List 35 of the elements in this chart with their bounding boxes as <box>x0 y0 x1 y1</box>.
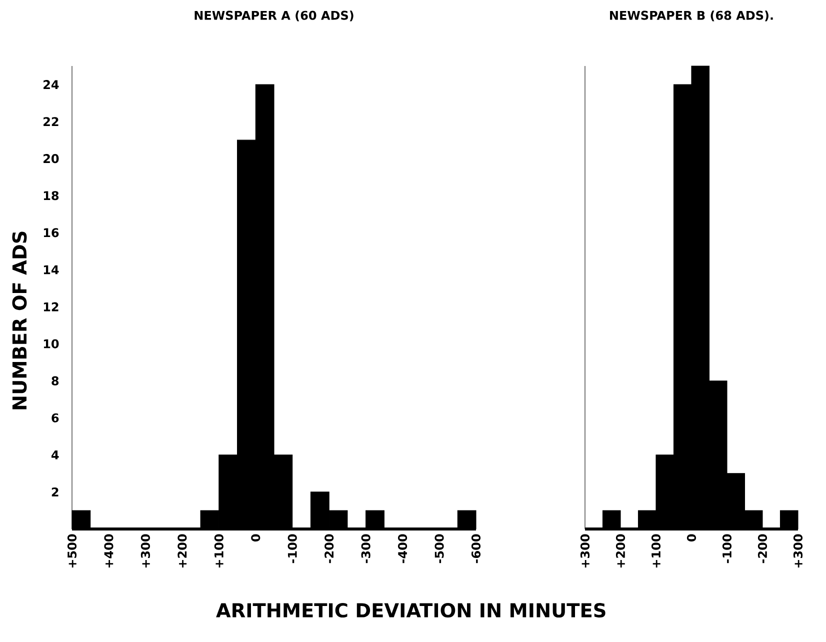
chart-title: NEWSPAPER B (68 ADS). <box>610 10 773 22</box>
x-tick-label: +300 <box>793 534 803 568</box>
y-tick-label: 18 <box>44 191 59 200</box>
x-tick-label: -600 <box>471 534 481 564</box>
y-tick-label: 20 <box>44 154 59 164</box>
y-tick-label: 8 <box>52 376 59 386</box>
y-tick-label: 6 <box>52 413 59 422</box>
y-tick-label: 10 <box>44 339 59 348</box>
x-tick-label: 0 <box>251 534 260 542</box>
y-tick-label: 22 <box>44 117 58 126</box>
x-axis-title: ARITHMETIC DEVIATION IN MINUTES <box>216 603 606 618</box>
x-tick-label: -500 <box>434 534 444 564</box>
chart-title: NEWSPAPER A (60 ADS) <box>194 10 354 22</box>
x-tick-label: +200 <box>178 534 187 568</box>
y-tick-label: 4 <box>51 450 59 460</box>
y-tick-label: 12 <box>44 302 58 312</box>
y-axis-title: NUMBER OF ADS <box>12 232 27 410</box>
x-tick-label: +400 <box>104 534 114 568</box>
x-tick-label: +200 <box>616 534 626 568</box>
x-tick-label: +300 <box>140 534 150 568</box>
x-tick-label: 0 <box>686 534 696 542</box>
x-tick-label: -400 <box>398 534 408 564</box>
x-tick-label: -300 <box>361 534 370 564</box>
x-tick-label: +100 <box>651 534 661 568</box>
y-tick-label: 16 <box>44 228 59 238</box>
x-tick-label: +100 <box>214 534 224 568</box>
y-tick-label: 14 <box>44 265 59 274</box>
x-tick-label: -200 <box>758 534 768 564</box>
x-tick-label: +300 <box>580 534 590 568</box>
y-tick-label: 2 <box>52 487 58 496</box>
x-tick-label: -100 <box>288 534 297 564</box>
y-tick-label: 24 <box>44 80 59 89</box>
x-tick-label: -100 <box>722 534 732 564</box>
x-tick-label: -200 <box>324 534 334 564</box>
x-tick-label: +500 <box>67 534 77 568</box>
